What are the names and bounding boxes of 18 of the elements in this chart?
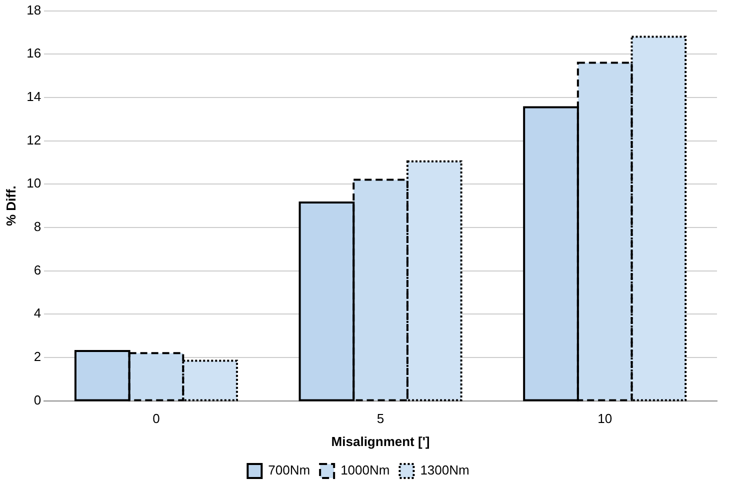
y-axis-title: % Diff.: [3, 186, 18, 226]
y-tick-label: 10: [26, 176, 42, 191]
y-tick-label: 4: [34, 306, 42, 321]
x-tick-label: 5: [376, 411, 384, 426]
y-tick-label: 12: [26, 132, 42, 148]
y-tick-label: 0: [34, 392, 42, 408]
x-axis-title: Misalignment [']: [331, 434, 430, 449]
y-tick-label: 6: [34, 262, 42, 278]
x-tick-label: 0: [152, 411, 160, 426]
legend-label: 1300Nm: [420, 462, 470, 478]
y-tick-label: 8: [34, 219, 42, 234]
y-tick-label: 14: [26, 89, 42, 104]
x-tick-label: 10: [598, 411, 612, 426]
legend-label: 1000Nm: [340, 462, 390, 478]
y-tick-label: 16: [26, 46, 42, 61]
y-tick-label: 18: [26, 2, 42, 18]
legend-label: 700Nm: [268, 462, 310, 478]
y-tick-label: 2: [34, 349, 42, 364]
